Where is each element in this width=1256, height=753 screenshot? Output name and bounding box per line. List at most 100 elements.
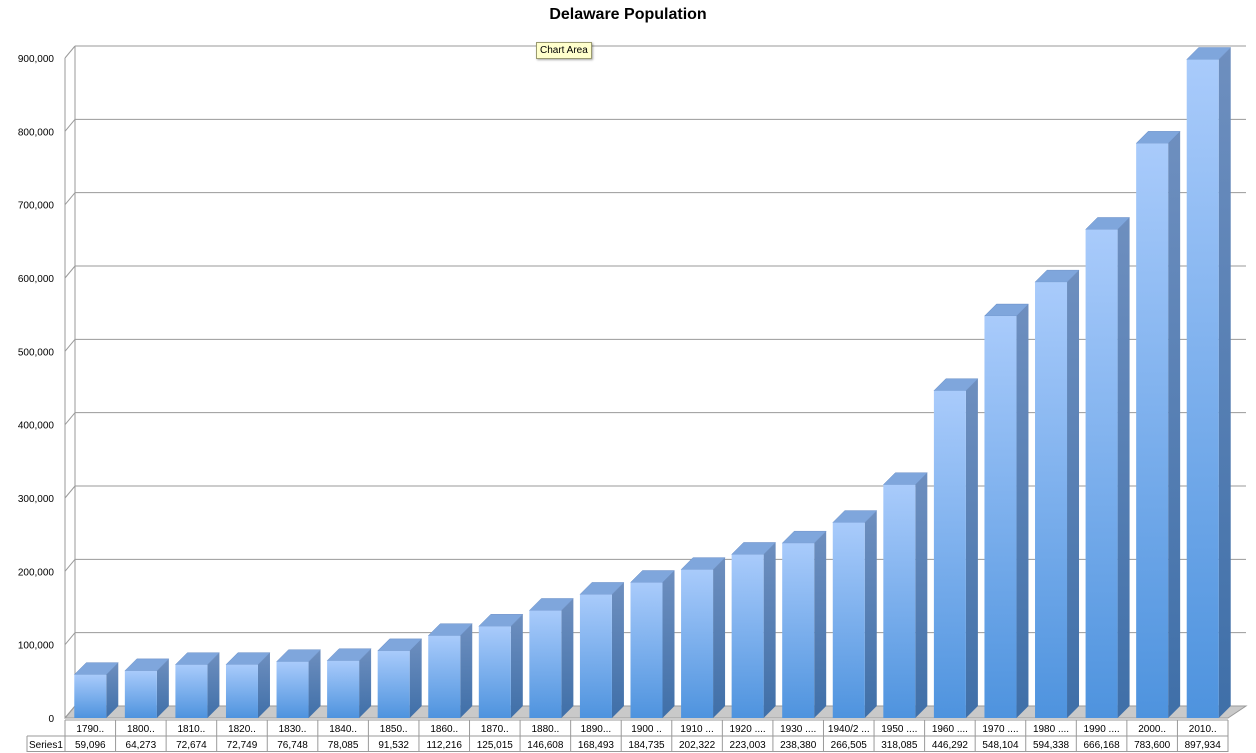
bar-front — [883, 484, 916, 718]
data-label: 446,292 — [932, 740, 969, 751]
gridline-depth — [64, 45, 76, 59]
x-tick-label: 1990 .... — [1084, 724, 1120, 735]
data-label: 125,015 — [477, 740, 514, 751]
data-label: 548,104 — [982, 740, 1019, 751]
bar-side — [1067, 270, 1080, 718]
y-tick-label: 300,000 — [18, 494, 55, 505]
y-tick-label: 200,000 — [18, 567, 55, 578]
bar — [275, 649, 322, 718]
data-label: 238,380 — [780, 740, 817, 751]
y-tick-label: 100,000 — [18, 641, 55, 652]
bar-front — [1085, 229, 1118, 718]
x-tick-label: 1830.. — [279, 724, 307, 735]
gridline-depth — [64, 339, 76, 352]
bar-side — [1117, 217, 1130, 718]
x-tick-label: 2010.. — [1189, 724, 1217, 735]
data-label: 72,674 — [176, 740, 207, 751]
bar — [225, 652, 271, 718]
bar-front — [1136, 143, 1169, 719]
bar-side — [915, 472, 928, 718]
bar — [1034, 269, 1080, 718]
bar-side — [106, 662, 119, 718]
data-label: 146,608 — [527, 740, 564, 751]
bar — [781, 530, 827, 718]
bar-side — [763, 542, 776, 718]
bar-side — [409, 638, 422, 718]
data-label: 168,493 — [578, 740, 615, 751]
bar — [1084, 217, 1131, 718]
bar-front — [681, 569, 714, 718]
x-tick-label: 1790.. — [76, 724, 104, 735]
bar-front — [478, 626, 511, 718]
x-tick-label: 1820.. — [228, 724, 256, 735]
data-label: 666,168 — [1084, 740, 1121, 751]
series-name-label: Series1 — [29, 740, 63, 751]
bar — [579, 582, 625, 718]
chart-area-tooltip: Chart Area — [536, 42, 592, 59]
bar-side — [1016, 304, 1029, 718]
y-tick-label: 900,000 — [18, 54, 55, 65]
data-label: 897,934 — [1185, 740, 1222, 751]
bar-front — [225, 664, 258, 718]
y-tick-label: 600,000 — [18, 274, 55, 285]
x-tick-label: 1880.. — [531, 724, 559, 735]
data-label: 76,748 — [277, 740, 308, 751]
x-tick-label: 1900 .. — [631, 724, 662, 735]
x-tick-label: 1970 .... — [982, 724, 1018, 735]
bar-front — [74, 674, 107, 718]
data-label: 783,600 — [1134, 740, 1171, 751]
bar — [731, 542, 777, 718]
bar — [377, 638, 423, 718]
gridline-depth — [64, 265, 76, 279]
bar-front — [428, 635, 461, 718]
bar-side — [814, 531, 827, 718]
data-label: 184,735 — [628, 740, 665, 751]
x-tick-label: 1870.. — [481, 724, 509, 735]
bar-front — [377, 650, 410, 718]
bar — [427, 623, 473, 718]
x-tick-label: 1800.. — [127, 724, 155, 735]
bar-front — [1186, 59, 1219, 718]
bar-front — [327, 660, 360, 718]
bar — [882, 472, 928, 718]
bar-front — [579, 594, 612, 718]
x-tick-label: 1810.. — [178, 724, 206, 735]
bar — [832, 510, 878, 718]
x-tick-label: 2000.. — [1138, 724, 1166, 735]
gridline-depth — [64, 119, 76, 132]
bar-side — [611, 582, 624, 718]
bar-side — [1218, 47, 1231, 718]
gridline-depth — [64, 485, 76, 499]
x-tick-label: 1890... — [581, 724, 612, 735]
data-table: Series1 1790.. 59,096 1800.. 64,273 1810.. 72,… — [26, 719, 1229, 752]
bar — [124, 658, 170, 718]
bar-side — [207, 652, 220, 718]
bar-side — [308, 649, 321, 718]
x-tick-label: 1860.. — [430, 724, 458, 735]
data-label: 78,085 — [328, 740, 359, 751]
bar-side — [561, 598, 574, 718]
x-tick-label: 1910 ... — [680, 724, 713, 735]
data-label: 266,505 — [831, 740, 868, 751]
bar-side — [864, 510, 877, 718]
data-label: 72,749 — [227, 740, 258, 751]
bar-side — [662, 570, 675, 718]
bar — [73, 662, 119, 718]
bar-side — [359, 648, 372, 718]
gridline-depth — [64, 632, 76, 645]
data-label: 112,216 — [427, 740, 463, 751]
bar-front — [933, 390, 966, 718]
bar — [478, 614, 524, 718]
bar — [1135, 131, 1181, 719]
y-tick-label: 400,000 — [18, 421, 55, 432]
bar — [933, 378, 979, 718]
y-axis-tick-labels: 0 100,000 200,000 300,000 400,000 500,000 600,… — [18, 54, 55, 725]
y-tick-label: 800,000 — [18, 127, 55, 138]
bar — [680, 557, 726, 718]
bar-side — [713, 557, 726, 718]
bar-front — [731, 554, 764, 718]
gridline-depth — [64, 412, 76, 425]
bars — [73, 47, 1232, 719]
x-tick-label: 1950 .... — [881, 724, 917, 735]
